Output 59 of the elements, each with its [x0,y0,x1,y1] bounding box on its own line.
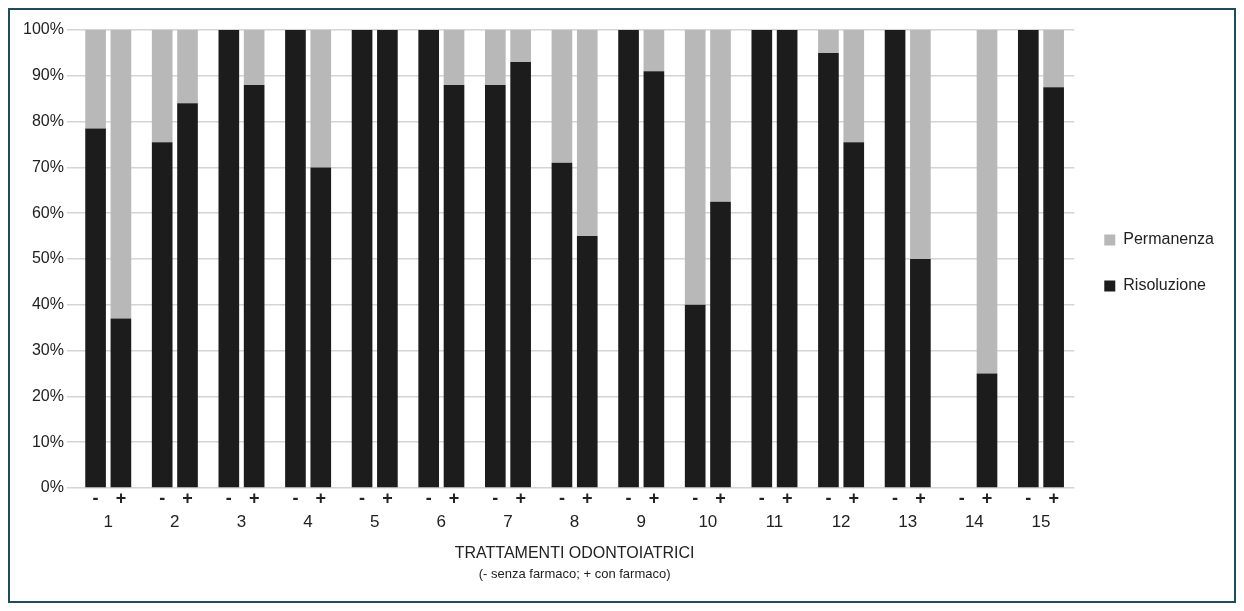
x-tick-label: + [182,487,193,508]
text: 12 [831,512,851,532]
x-tick-label: - [492,487,499,508]
x-tick-label: - [292,487,299,508]
text: 9 [636,512,646,532]
x-tick-label: - [625,487,632,508]
text: 5 [369,512,380,532]
x-tick-label: - [92,487,99,508]
y-tick-label: 10% [31,432,64,450]
x-tick-label: - [159,487,166,508]
y-tick-label: 70% [31,157,64,175]
text: 3 [236,512,247,532]
x-tick-label: - [425,487,432,508]
x-tick-label: - [359,487,366,508]
y-tick-label: 30% [31,341,64,359]
y-tick-label: 90% [31,66,64,84]
y-tick-label: 40% [31,295,64,313]
y-tick-label: 100% [23,20,64,38]
x-tick-label: + [715,487,726,508]
x-axis-title: TRATTAMENTI ODONTOIATRICI (- senza farmaco; + con farmaco) [454,544,695,582]
x-tick-label: + [382,487,393,508]
text: 7 [503,512,513,532]
x-tick-label: + [648,487,660,508]
x-tick-label: - [225,487,232,508]
text: 1 [103,512,113,532]
y-tick-label: 20% [31,386,64,404]
y-tick-label: 80% [31,112,64,130]
y-tick-label: 0% [40,478,64,496]
text: 6 [436,512,447,532]
x-tick-label: - [758,487,765,508]
x-tick-label: + [848,487,860,508]
text: 8 [569,512,580,532]
x-tick-label: + [115,487,127,508]
text: 15 [1031,512,1051,532]
text: 10 [698,512,718,532]
x-tick-label: + [448,487,460,508]
x-tick-label: + [1048,487,1059,508]
y-tick-label: 60% [31,203,64,221]
x-tick-label: - [1025,487,1032,508]
x-tick-label: - [958,487,965,508]
x-tick-label: + [582,487,593,508]
x-tick-label: + [315,487,327,508]
text: 2 [170,512,180,532]
text: 11 [765,512,784,532]
x-tick-label: + [781,487,793,508]
x-tick-label: + [981,487,993,508]
legend-label: Risoluzione [1123,276,1207,294]
y-tick-label: 50% [31,249,64,267]
text: 13 [898,512,918,532]
x-tick-label: + [915,487,926,508]
x-tick-label: + [515,487,526,508]
legend-label: Permanenza [1123,230,1215,248]
text: 4 [303,512,313,532]
x-tick-label: + [248,487,260,508]
x-tick-label: - [558,487,565,508]
text: 14 [964,512,984,532]
x-tick-label: - [692,487,699,508]
x-tick-label: - [825,487,832,508]
x-tick-label: - [892,487,899,508]
